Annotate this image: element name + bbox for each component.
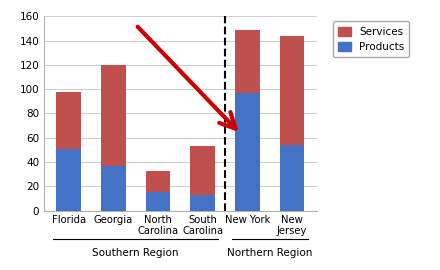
Text: Northern Region: Northern Region — [227, 248, 312, 258]
Bar — [235, 29, 260, 93]
Legend: Services, Products: Services, Products — [333, 21, 410, 58]
Text: Southern Region: Southern Region — [92, 248, 179, 258]
Bar — [101, 65, 126, 166]
Bar — [56, 92, 81, 148]
Bar — [191, 146, 215, 195]
Bar — [280, 145, 304, 211]
Bar — [280, 36, 304, 145]
Bar — [146, 192, 170, 211]
Bar — [56, 148, 81, 211]
Bar — [235, 93, 260, 211]
Bar — [101, 166, 126, 211]
Bar — [191, 195, 215, 211]
Bar — [146, 171, 170, 192]
